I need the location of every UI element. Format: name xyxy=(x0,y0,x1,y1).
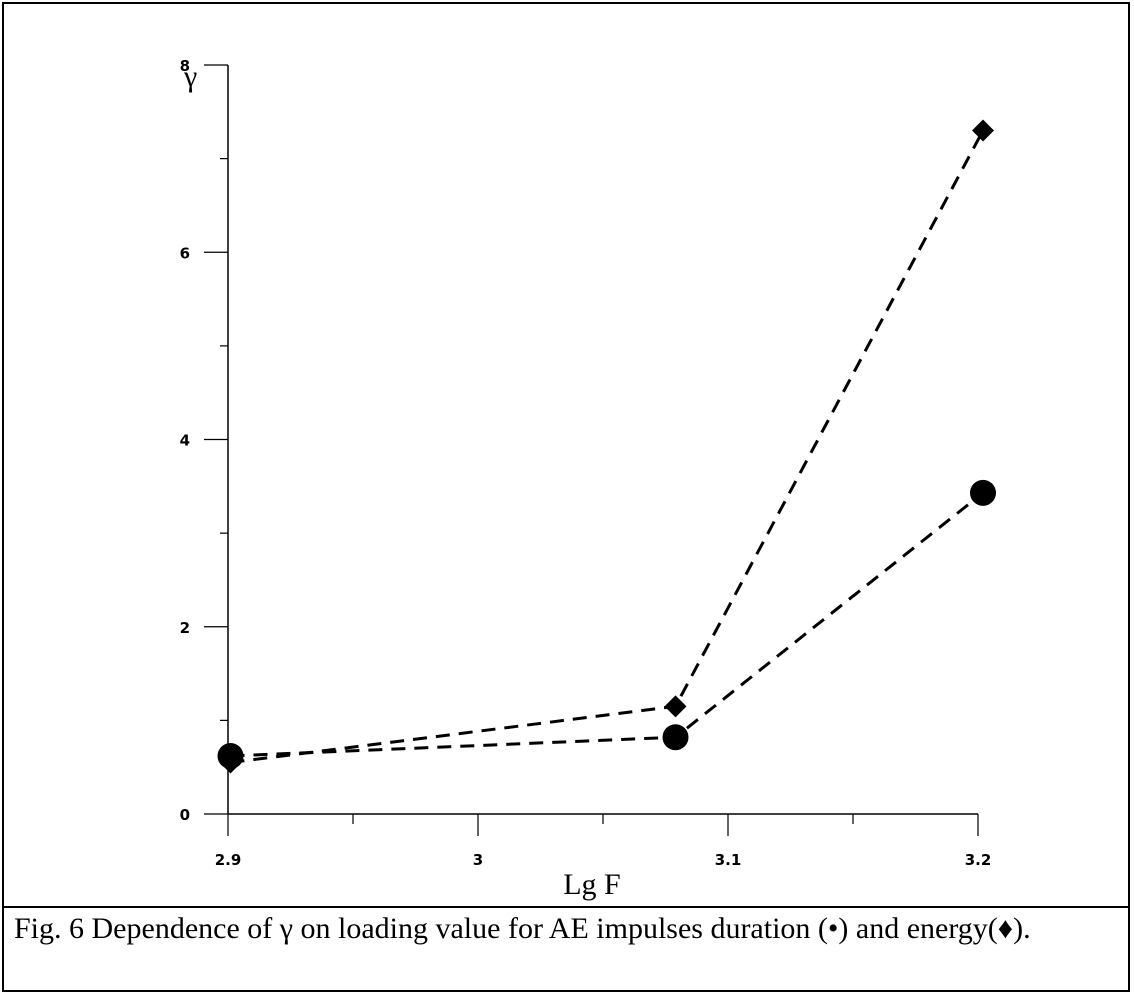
y-tick-label: 0 xyxy=(180,806,190,824)
x-tick-label: 3 xyxy=(473,851,483,869)
y-axis-title: γ xyxy=(183,60,197,93)
y-tick-label: 4 xyxy=(180,432,190,450)
chart: 0 2 4 6 8 2.9 3 3.1 3.2 γ Lg F xyxy=(180,57,996,901)
figure-caption: Fig. 6 Dependence of γ on loading value … xyxy=(14,912,1031,945)
data-point-diamond xyxy=(219,751,242,774)
x-tick-label: 3.2 xyxy=(965,851,992,869)
x-tick-label: 3.1 xyxy=(715,851,742,869)
data-point-circle xyxy=(970,479,996,506)
data-point-circle xyxy=(662,724,689,751)
x-tick-label: 2.9 xyxy=(215,851,242,869)
y-tick-label: 6 xyxy=(180,244,190,262)
plot-area: 0 2 4 6 8 2.9 3 3.1 3.2 γ Lg F xyxy=(4,4,1128,908)
series-line-diamond xyxy=(230,129,985,764)
x-axis-title: Lg F xyxy=(563,868,621,901)
data-point-diamond xyxy=(972,119,994,142)
y-tick-label: 2 xyxy=(180,619,190,637)
data-point-diamond xyxy=(664,695,687,718)
y-tick-label: 8 xyxy=(180,57,190,75)
